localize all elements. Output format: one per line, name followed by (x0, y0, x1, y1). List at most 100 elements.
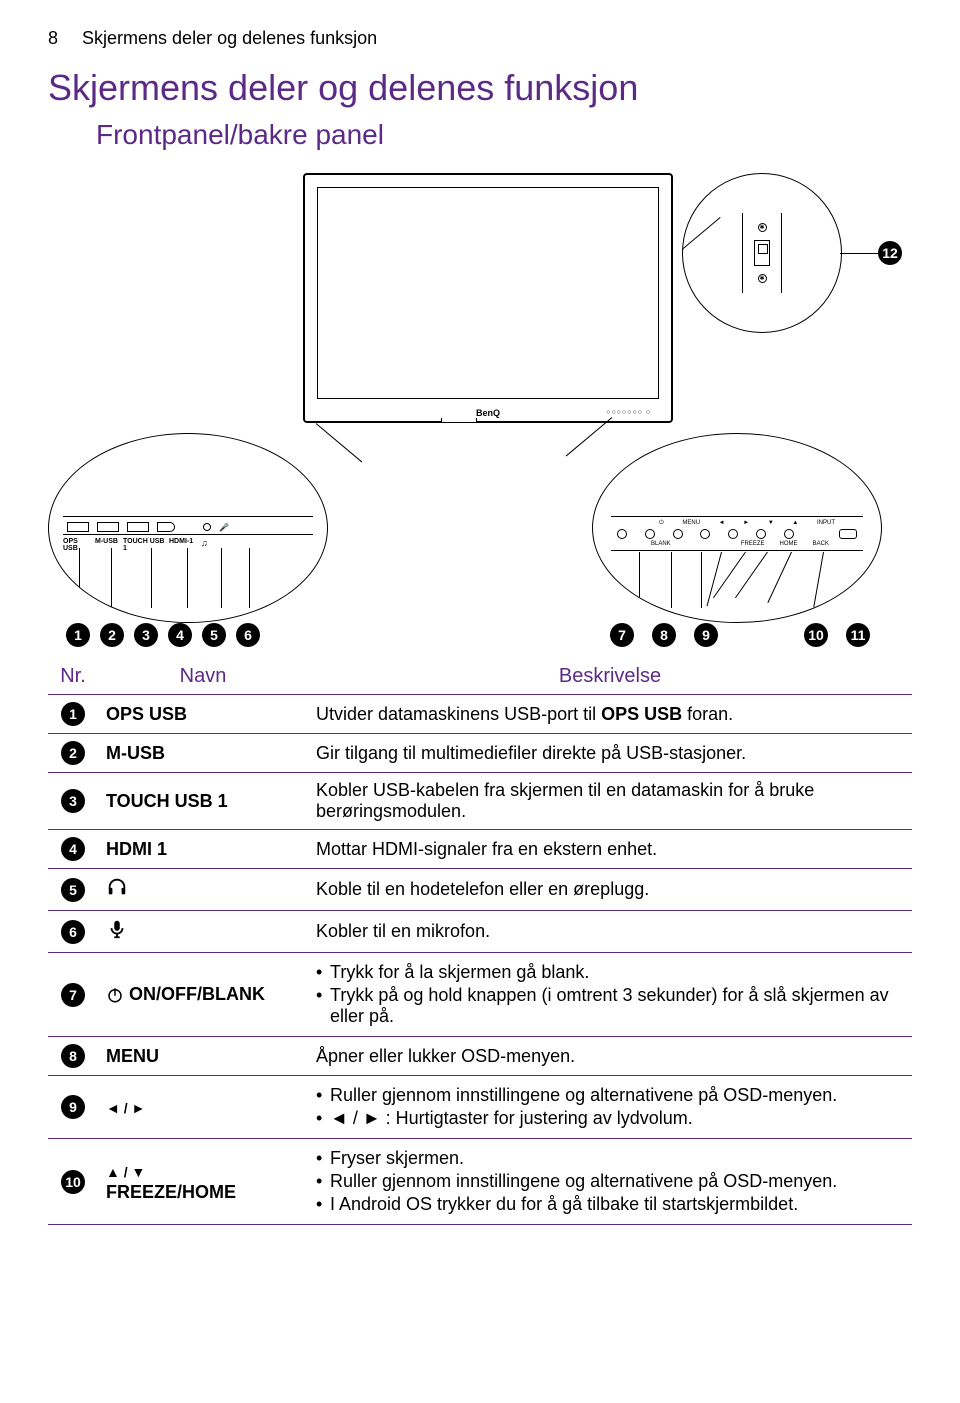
page-title: Skjermens deler og delenes funksjon (48, 67, 912, 109)
row-name: M-USB (98, 734, 308, 773)
port-row: 🎤 (63, 516, 313, 535)
bullet: Trykk for å la skjermen gå blank. (316, 962, 904, 983)
th-nr: Nr. (48, 659, 98, 695)
btn-input (784, 529, 794, 539)
leader-line (701, 552, 702, 608)
row-desc: Gir tilgang til multimediefiler direkte … (308, 734, 912, 773)
callout-2: 2 (100, 623, 124, 647)
headphone-icon: ♫ (201, 538, 213, 552)
table-row: 7 ON/OFF/BLANK Trykk for å la skjermen g… (48, 953, 912, 1037)
screw-icon: ✱ (758, 223, 767, 232)
label-freeze: FREEZE (741, 541, 765, 547)
leader-line (566, 417, 613, 456)
leader-line (249, 548, 250, 608)
row-num: 5 (61, 878, 85, 902)
page-subtitle: Frontpanel/bakre panel (96, 119, 912, 151)
row-desc: Kobler til en mikrofon. (308, 911, 912, 953)
freeze-home-label: FREEZE/HOME (106, 1182, 236, 1202)
row-name: OPS USB (98, 695, 308, 734)
btn-labels-top: ⏻ MENU ◄ ► ▼ ▲ INPUT (617, 520, 857, 527)
btn-left (673, 529, 683, 539)
port-labels: OPS USB M-USB TOUCH USB 1 HDMI-1 ♫ (63, 538, 313, 552)
row-desc: Ruller gjennom innstillingene og alterna… (308, 1076, 912, 1139)
th-name: Navn (98, 659, 308, 695)
callout-1: 1 (66, 623, 90, 647)
monitor-brand: BenQ (476, 408, 500, 418)
leader-line (221, 548, 222, 608)
callout-9: 9 (694, 623, 718, 647)
detail-ports-circle: 🎤 OPS USB M-USB TOUCH USB 1 HDMI-1 ♫ (48, 433, 328, 623)
port-touch-usb (127, 522, 149, 532)
switch-detail: ✱ ✱ (742, 213, 782, 293)
bullet: Trykk på og hold knappen (i omtrent 3 se… (316, 985, 904, 1027)
label-home: HOME (780, 541, 798, 547)
row-num: 6 (61, 920, 85, 944)
screw-icon: ✱ (758, 274, 767, 283)
table-row: 2 M-USB Gir tilgang til multimediefiler … (48, 734, 912, 773)
table-row: 6 Kobler til en mikrofon. (48, 911, 912, 953)
callout-row-right: 7 8 9 10 11 (610, 623, 870, 647)
diagram: BenQ ○○○○○○○ ○ ✱ ✱ 12 🎤 OPS USB M-USB TO… (58, 163, 902, 643)
table-row: 5 Koble til en hodetelefon eller en ørep… (48, 869, 912, 911)
bullet: Ruller gjennom innstillingene og alterna… (316, 1171, 904, 1192)
row-desc: Mottar HDMI-signaler fra en ekstern enhe… (308, 830, 912, 869)
label-musb: M-USB (95, 538, 119, 552)
row-num: 3 (61, 789, 85, 813)
mic-icon (106, 918, 128, 940)
callout-7: 7 (610, 623, 634, 647)
leader-line (671, 552, 672, 608)
monitor-tab (441, 418, 477, 423)
label-input: INPUT (817, 520, 835, 527)
row-num: 8 (61, 1044, 85, 1068)
port-m-usb (97, 522, 119, 532)
bullet: Fryser skjermen. (316, 1148, 904, 1169)
callout-3: 3 (134, 623, 158, 647)
table-row: 8 MENU Åpner eller lukker OSD-menyen. (48, 1037, 912, 1076)
row-name: ON/OFF/BLANK (98, 953, 308, 1037)
row-num: 1 (61, 702, 85, 726)
mic-icon: 🎤 (219, 523, 229, 532)
arrow-down-icon: ▼ (768, 520, 774, 527)
leader-line (79, 548, 80, 608)
label-touch: TOUCH USB 1 (123, 538, 165, 552)
description-table: Nr. Navn Beskrivelse 1 OPS USB Utvider d… (48, 659, 912, 1225)
detail-switch-circle: ✱ ✱ (682, 173, 842, 333)
page-number: 8 (48, 28, 58, 49)
row-name (98, 911, 308, 953)
monitor-outline: BenQ ○○○○○○○ ○ (303, 173, 673, 423)
bullet: ◄ / ► : Hurtigtaster for justering av ly… (316, 1108, 904, 1129)
btn-right (700, 529, 710, 539)
port-ops-usb (67, 522, 89, 532)
table-header-row: Nr. Navn Beskrivelse (48, 659, 912, 695)
table-row: 1 OPS USB Utvider datamaskinens USB-port… (48, 695, 912, 734)
arrows-lr-icon: ◄ / ► (106, 1100, 145, 1116)
label-back: BACK (813, 541, 829, 547)
callout-6: 6 (236, 623, 260, 647)
header-text: Skjermens deler og delenes funksjon (82, 28, 377, 49)
row-name: TOUCH USB 1 (98, 773, 308, 830)
callout-8: 8 (652, 623, 676, 647)
power-switch (754, 240, 770, 266)
row-desc: Koble til en hodetelefon eller en øreplu… (308, 869, 912, 911)
table-row: 4 HDMI 1 Mottar HDMI-signaler fra en eks… (48, 830, 912, 869)
callout-4: 4 (168, 623, 192, 647)
btn-down (728, 529, 738, 539)
btn-row (617, 527, 857, 541)
port-hdmi (157, 522, 175, 532)
row-desc: Trykk for å la skjermen gå blank. Trykk … (308, 953, 912, 1037)
leader-line (767, 552, 792, 603)
row-desc: Kobler USB-kabelen fra skjermen til en d… (308, 773, 912, 830)
row-num: 4 (61, 837, 85, 861)
monitor-screen (317, 187, 659, 399)
leader-line (713, 552, 746, 598)
row-num: 2 (61, 741, 85, 765)
btn-up (756, 529, 766, 539)
leader-line (813, 552, 824, 607)
monitor-dots: ○○○○○○○ ○ (606, 409, 651, 416)
leader-line (316, 423, 363, 462)
btn-menu (645, 529, 655, 539)
power-icon (106, 986, 124, 1004)
table-row: 9 ◄ / ► Ruller gjennom innstillingene og… (48, 1076, 912, 1139)
arrows-ud-icon: ▲ / ▼ (106, 1164, 145, 1180)
button-panel: ⏻ MENU ◄ ► ▼ ▲ INPUT BLANK (611, 516, 863, 551)
